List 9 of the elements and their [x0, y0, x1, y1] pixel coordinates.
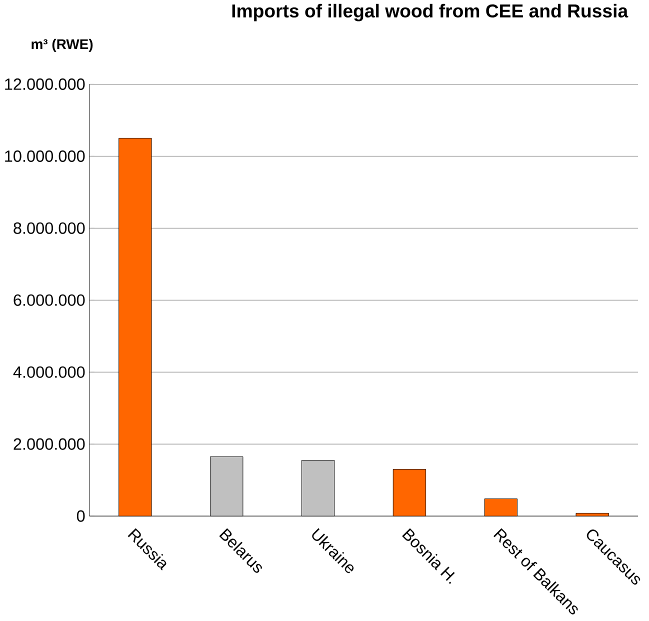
y-axis-title: m³ (RWE)	[32, 38, 93, 52]
y-tick-label: 10.000.000	[5, 150, 85, 162]
y-tick-label: 2.000.000	[14, 438, 85, 450]
y-tick-label: 4.000.000	[13, 366, 85, 378]
chart-title: Imports of illegal wood from CEE and Russia	[232, 4, 628, 22]
y-tick-label: 6.000.000	[14, 294, 85, 306]
y-tick-label: 0	[76, 510, 85, 522]
y-tick-label: 8.000.000	[14, 222, 85, 234]
y-tick-label: 12.000.000	[5, 78, 85, 90]
